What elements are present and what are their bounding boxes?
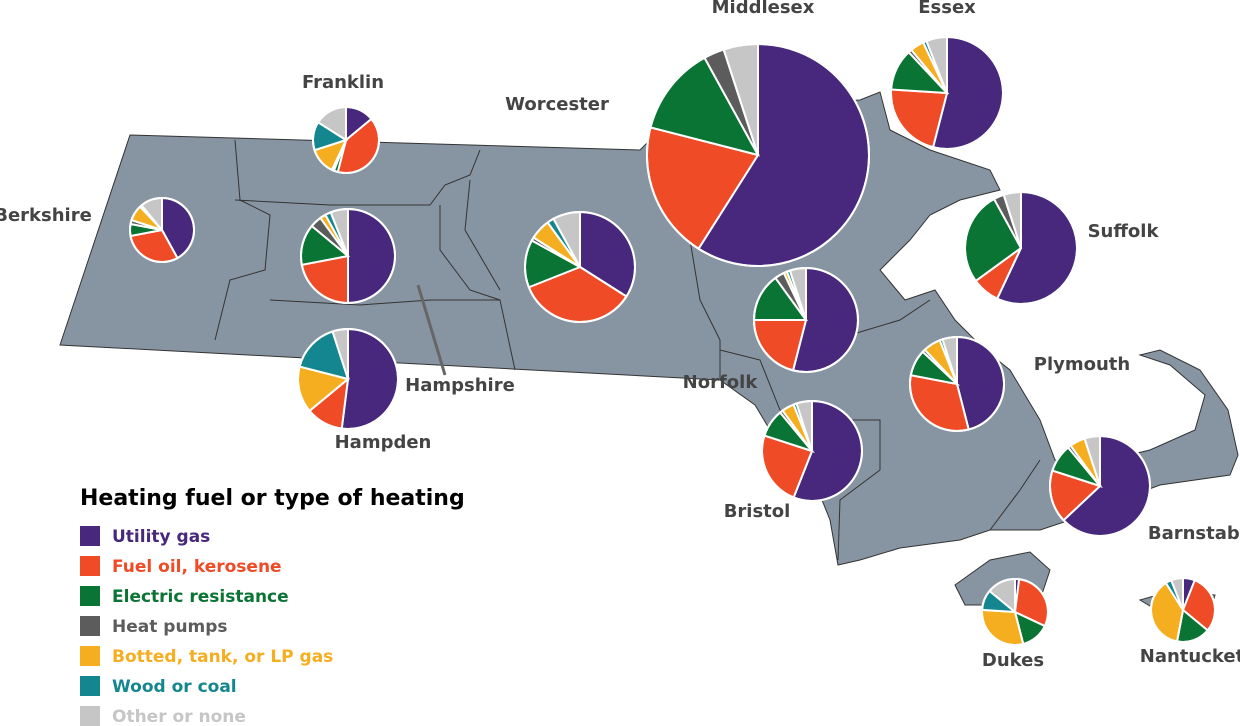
pies (129, 35, 1216, 646)
legend-label: Botted, tank, or LP gas (112, 647, 333, 667)
pie-rim (129, 197, 195, 263)
county-label: Hampden (335, 432, 432, 453)
border (989, 459, 1041, 531)
legend-swatch (80, 526, 100, 546)
pie (129, 196, 195, 263)
pie-rim (890, 36, 1004, 150)
pie (761, 399, 863, 502)
pie-rim (753, 267, 859, 373)
legend-label: Heat pumps (112, 617, 228, 637)
pie-rim (297, 328, 399, 430)
county-label: Berkshire (0, 205, 92, 226)
pie-rim (524, 211, 636, 323)
pie (297, 327, 399, 430)
county-label: Franklin (302, 72, 384, 93)
leader-line (416, 284, 447, 376)
pie-rim (312, 106, 380, 174)
legend-label: Fuel oil, kerosene (112, 557, 282, 577)
pie (890, 35, 1004, 150)
legend-label: Electric resistance (112, 587, 289, 607)
legend-swatch (80, 556, 100, 576)
border (234, 149, 481, 206)
pie-rim (981, 578, 1049, 646)
pie-rim (1150, 577, 1216, 643)
county-label: Nantucket (1140, 646, 1240, 667)
pie (300, 207, 396, 305)
border (849, 299, 931, 336)
pie (312, 105, 380, 174)
legend-swatch (80, 676, 100, 696)
border (464, 179, 501, 291)
legend-swatch (80, 586, 100, 606)
legend-swatch (80, 706, 100, 726)
county-label: Middlesex (712, 0, 815, 18)
pie-rim (964, 191, 1078, 305)
county-label: Hampshire (405, 375, 515, 396)
legend: Utility gas Fuel oil, kerosene Electric re… (80, 526, 333, 726)
pie-rim (646, 43, 870, 267)
legend-swatch (80, 646, 100, 666)
legend-label: Wood or coal (112, 677, 237, 697)
legend-swatch (80, 616, 100, 636)
county-label: Plymouth (1034, 354, 1130, 375)
border (214, 139, 271, 341)
pie (964, 190, 1078, 305)
county-label: Barnstable (1148, 523, 1240, 544)
county-label: Worcester (505, 94, 609, 115)
pie (752, 266, 859, 373)
county-label: Dukes (982, 650, 1044, 671)
county-label: Essex (918, 0, 976, 18)
pie (981, 577, 1049, 646)
county-label: Bristol (724, 501, 791, 522)
pie (1150, 576, 1216, 643)
pie (1049, 434, 1151, 537)
pie-rim (761, 400, 863, 502)
pie (646, 42, 870, 267)
pie-rim (1049, 435, 1151, 537)
county-label: Norfolk (683, 372, 759, 393)
pie (524, 210, 636, 323)
pie-rim (300, 208, 396, 304)
county-label: Suffolk (1088, 221, 1160, 242)
border (439, 205, 501, 301)
county-labels: Berkshire Franklin Hampshire Hampden Worcest… (0, 0, 1240, 671)
pie (909, 335, 1005, 432)
pie-rim (909, 336, 1005, 432)
legend-label: Utility gas (112, 527, 210, 547)
legend-title: Heating fuel or type of heating (80, 486, 465, 511)
legend-label: Other or none (112, 707, 246, 726)
border (269, 299, 516, 371)
border (689, 239, 721, 380)
